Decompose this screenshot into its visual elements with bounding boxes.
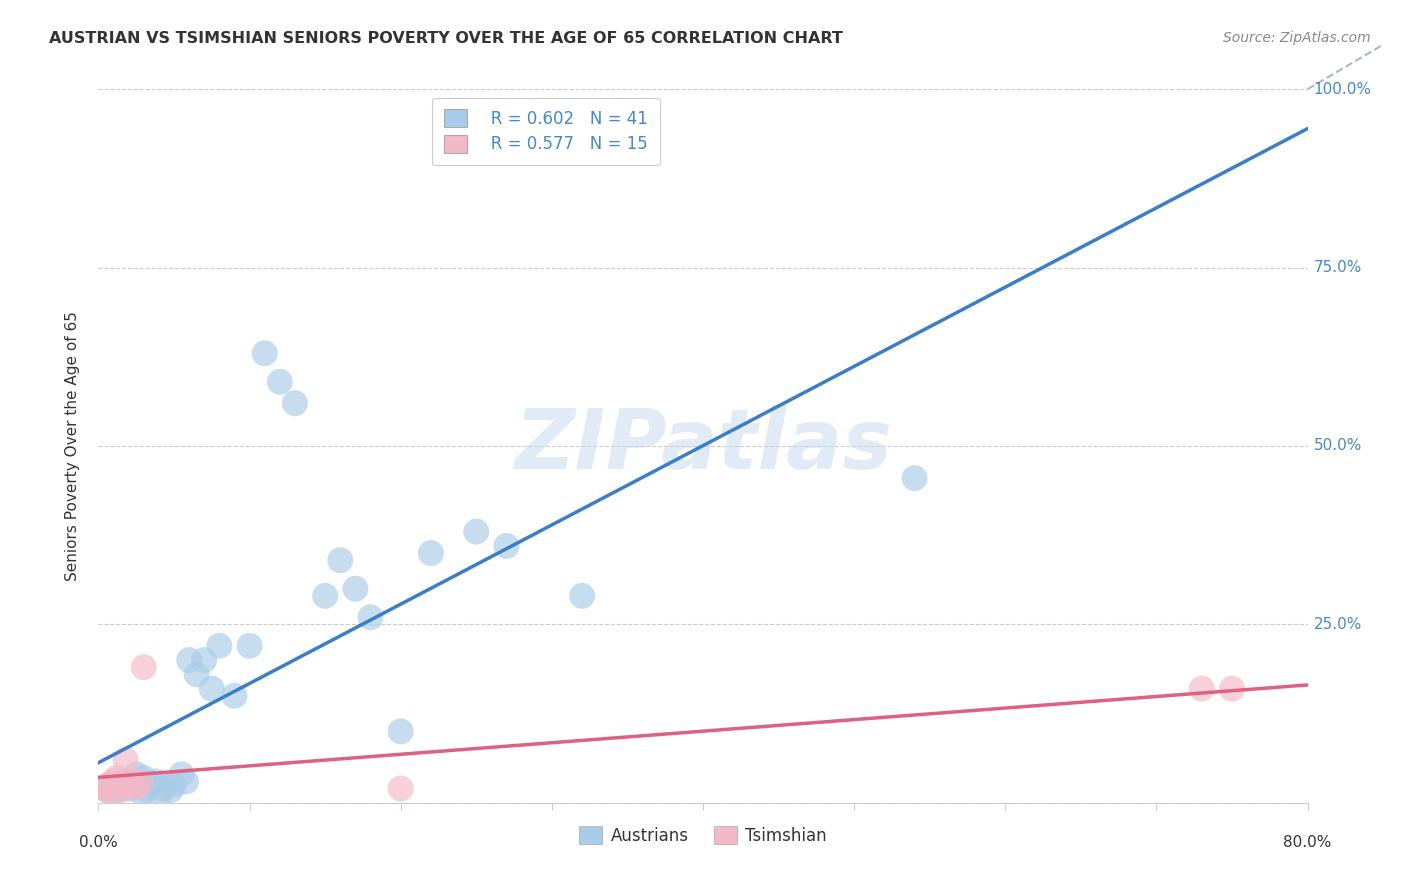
Text: AUSTRIAN VS TSIMSHIAN SENIORS POVERTY OVER THE AGE OF 65 CORRELATION CHART: AUSTRIAN VS TSIMSHIAN SENIORS POVERTY OV…	[49, 31, 844, 46]
Point	[224, 689, 246, 703]
Point	[118, 778, 141, 792]
Point	[94, 781, 117, 796]
Point	[118, 781, 141, 796]
Point	[135, 783, 157, 797]
Y-axis label: Seniors Poverty Over the Age of 65: Seniors Poverty Over the Age of 65	[65, 311, 80, 581]
Point	[193, 653, 215, 667]
Point	[150, 781, 173, 796]
Point	[121, 774, 143, 789]
Point	[100, 785, 122, 799]
Point	[571, 589, 593, 603]
Point	[1191, 681, 1213, 696]
Point	[269, 375, 291, 389]
Point	[329, 553, 352, 567]
Point	[284, 396, 307, 410]
Point	[389, 724, 412, 739]
Point	[253, 346, 276, 360]
Point	[103, 778, 125, 792]
Point	[186, 667, 208, 681]
Point	[1220, 681, 1243, 696]
Text: 80.0%: 80.0%	[1284, 835, 1331, 850]
Point	[93, 781, 115, 796]
Point	[465, 524, 488, 539]
Legend: Austrians, Tsimshian: Austrians, Tsimshian	[572, 820, 834, 852]
Point	[155, 778, 177, 792]
Point	[125, 767, 148, 781]
Point	[129, 776, 152, 790]
Point	[360, 610, 382, 624]
Text: ZIPatlas: ZIPatlas	[515, 406, 891, 486]
Point	[239, 639, 262, 653]
Point	[145, 774, 167, 789]
Point	[160, 783, 183, 797]
Point	[201, 681, 224, 696]
Text: 50.0%: 50.0%	[1313, 439, 1362, 453]
Point	[148, 787, 170, 801]
Point	[208, 639, 231, 653]
Point	[96, 778, 118, 792]
Point	[100, 785, 122, 799]
Point	[389, 781, 412, 796]
Point	[121, 778, 143, 792]
Text: Source: ZipAtlas.com: Source: ZipAtlas.com	[1223, 31, 1371, 45]
Text: 100.0%: 100.0%	[1313, 82, 1372, 96]
Point	[170, 767, 193, 781]
Text: 0.0%: 0.0%	[79, 835, 118, 850]
Point	[103, 774, 125, 789]
Point	[344, 582, 367, 596]
Point	[129, 785, 152, 799]
Point	[141, 778, 163, 792]
Point	[125, 780, 148, 794]
Point	[904, 471, 927, 485]
Point	[132, 771, 155, 785]
Point	[105, 771, 128, 785]
Point	[132, 660, 155, 674]
Point	[110, 780, 132, 794]
Point	[420, 546, 443, 560]
Point	[114, 753, 136, 767]
Point	[110, 783, 132, 797]
Point	[179, 653, 201, 667]
Point	[114, 774, 136, 789]
Point	[495, 539, 517, 553]
Text: 75.0%: 75.0%	[1313, 260, 1362, 275]
Point	[107, 783, 129, 797]
Point	[314, 589, 336, 603]
Point	[174, 774, 197, 789]
Text: 25.0%: 25.0%	[1313, 617, 1362, 632]
Point	[163, 778, 186, 792]
